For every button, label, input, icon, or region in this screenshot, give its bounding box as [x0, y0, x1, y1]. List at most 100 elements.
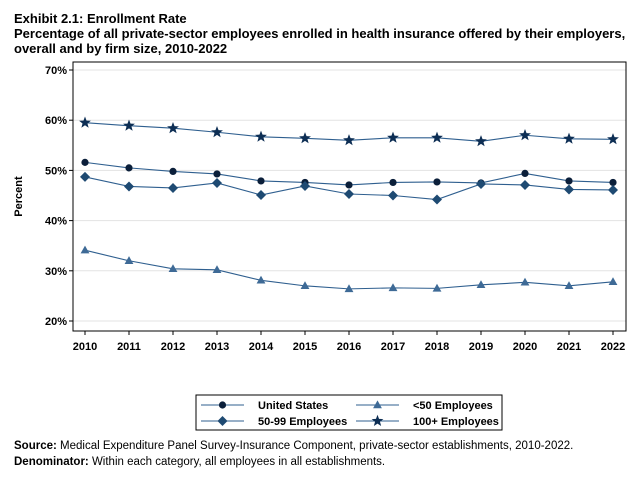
data-point — [169, 167, 177, 176]
data-point — [167, 122, 179, 134]
y-tick-label: 60% — [45, 115, 67, 127]
data-point — [432, 194, 442, 205]
x-tick-label: 2018 — [425, 341, 449, 353]
data-point — [343, 134, 355, 146]
data-point — [388, 190, 398, 201]
legend-label: <50 Employees — [413, 400, 493, 412]
x-tick-label: 2011 — [117, 341, 141, 353]
data-point — [432, 283, 442, 292]
y-tick-label: 70% — [45, 65, 67, 77]
data-point — [565, 177, 573, 185]
x-tick-label: 2015 — [293, 341, 317, 353]
x-tick-label: 2014 — [249, 341, 274, 353]
legend-label: 100+ Employees — [413, 416, 499, 428]
data-point — [563, 132, 575, 144]
data-point — [609, 178, 617, 187]
legend-marker — [218, 401, 227, 409]
x-tick-label: 2019 — [469, 341, 493, 353]
data-point — [564, 184, 574, 195]
data-point — [388, 283, 398, 292]
axes: 20% 30% 40% 50% 60% 70% 2010 2011 2012 2013 2014 20… — [13, 61, 627, 353]
source-note: Source: Medical Expenditure Panel Survey… — [14, 438, 630, 454]
data-point — [256, 189, 266, 200]
series-2 — [80, 171, 618, 205]
x-tick-label: 2020 — [513, 341, 537, 353]
legend-label: 50-99 Employees — [258, 416, 347, 428]
data-point — [256, 275, 266, 284]
y-axis-label: Percent — [13, 176, 25, 217]
chart-title: Exhibit 2.1: Enrollment Rate Percentage … — [14, 11, 630, 56]
data-point — [389, 178, 397, 187]
data-point — [123, 119, 135, 131]
data-point — [607, 133, 619, 145]
denominator-text: Within each category, all employees in a… — [88, 456, 386, 468]
data-point — [608, 277, 618, 286]
chart-footer: Source: Medical Expenditure Panel Survey… — [14, 438, 630, 470]
data-point — [433, 178, 441, 186]
data-point — [520, 179, 530, 190]
data-point — [519, 129, 531, 141]
legend: United States <50 Employees 50-99 Employee… — [195, 394, 503, 431]
data-point — [255, 130, 267, 142]
series-3 — [79, 116, 619, 147]
y-tick-label: 40% — [45, 216, 67, 228]
legend-label: United States — [258, 400, 328, 412]
source-text: Medical Expenditure Panel Survey-Insuran… — [56, 440, 574, 452]
data-point — [345, 181, 353, 189]
legend-item-1: <50 Employees — [356, 400, 493, 412]
series-1 — [80, 245, 618, 293]
series-line — [84, 249, 614, 290]
data-point — [344, 188, 354, 199]
data-point — [212, 265, 222, 273]
data-point — [344, 284, 354, 293]
data-point — [475, 135, 487, 147]
exhibit-subtitle: Percentage of all private-sector employe… — [14, 26, 626, 56]
data-point — [80, 245, 90, 254]
legend-box — [195, 394, 503, 431]
data-point — [520, 277, 530, 286]
data-point — [124, 256, 134, 264]
data-point — [212, 177, 222, 188]
source-label: Source: — [14, 440, 57, 452]
series-0 — [81, 158, 617, 189]
data-point — [168, 264, 178, 272]
y-tick-label: 30% — [45, 266, 67, 278]
data-point — [257, 177, 265, 185]
data-point — [124, 181, 134, 192]
data-point — [81, 158, 89, 166]
data-point — [476, 178, 486, 189]
data-point — [431, 131, 443, 143]
legend-marker — [373, 400, 382, 409]
y-tick-label: 20% — [45, 316, 67, 328]
data-point — [564, 281, 574, 290]
exhibit-title: Exhibit 2.1: Enrollment Rate — [14, 11, 187, 26]
x-tick-label: 2021 — [557, 341, 581, 353]
x-tick-label: 2013 — [205, 341, 229, 353]
legend-marker — [371, 414, 384, 427]
y-tick-label: 50% — [45, 165, 67, 177]
data-point — [608, 184, 618, 195]
data-point — [211, 126, 223, 138]
legend-item-3: 100+ Employees — [356, 414, 499, 428]
data-point — [300, 180, 310, 191]
denominator-note: Denominator: Within each category, all e… — [14, 454, 630, 470]
data-point — [80, 171, 90, 182]
x-tick-label: 2022 — [601, 341, 625, 353]
data-point — [213, 170, 221, 178]
legend-item-0: United States — [201, 400, 328, 412]
x-tick-label: 2017 — [381, 341, 405, 353]
data-point — [387, 131, 399, 143]
data-point — [168, 182, 178, 193]
data-point — [79, 116, 91, 128]
grid-lines — [73, 69, 626, 322]
x-tick-label: 2012 — [161, 341, 185, 353]
x-tick-label: 2010 — [73, 341, 97, 353]
denominator-label: Denominator: — [14, 456, 89, 468]
data-point — [300, 281, 310, 290]
data-point — [299, 132, 311, 144]
data-point — [521, 169, 529, 178]
legend-marker — [217, 416, 228, 426]
legend-item-2: 50-99 Employees — [201, 416, 347, 428]
data-point — [476, 280, 486, 289]
series-group — [79, 116, 619, 293]
